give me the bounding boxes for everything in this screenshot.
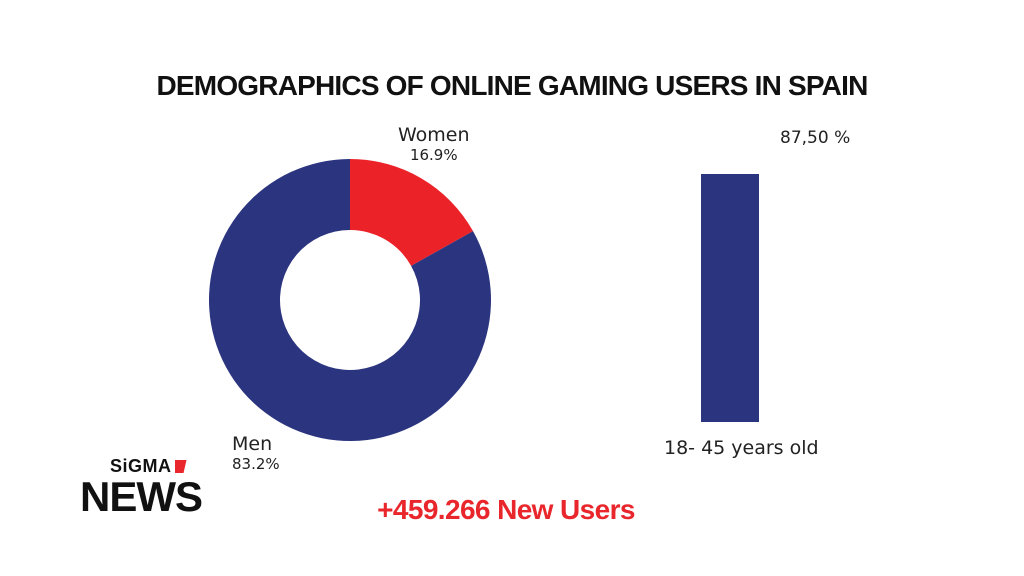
logo-news-text: NEWS bbox=[80, 473, 203, 520]
men-label-value: 83.2% bbox=[232, 455, 280, 473]
bar-category-label: 18- 45 years old bbox=[664, 437, 819, 459]
women-slice-label: Women 16.9% bbox=[398, 124, 470, 164]
donut-slice-men bbox=[209, 159, 491, 441]
donut-slice-women bbox=[350, 159, 474, 266]
logo-sigma: SiGMA bbox=[110, 456, 202, 477]
gender-donut-chart bbox=[209, 159, 491, 441]
bar-value-label: 87,50 % bbox=[780, 128, 851, 148]
chart-title: DEMOGRAPHICS OF ONLINE GAMING USERS IN S… bbox=[156, 70, 869, 101]
men-slice-label: Men 83.2% bbox=[232, 433, 280, 473]
new-users-stat: +459.266 New Users bbox=[377, 494, 635, 525]
women-label-name: Women bbox=[398, 124, 470, 146]
logo-mark-icon bbox=[174, 460, 187, 473]
women-label-value: 16.9% bbox=[409, 146, 458, 164]
logo-sigma-text: SiGMA bbox=[110, 456, 172, 476]
sigma-news-logo: SiGMA NEWS bbox=[80, 456, 203, 520]
men-label-name: Men bbox=[232, 433, 273, 455]
age-bar-chart bbox=[701, 174, 759, 422]
bar-18-45 bbox=[701, 174, 759, 422]
